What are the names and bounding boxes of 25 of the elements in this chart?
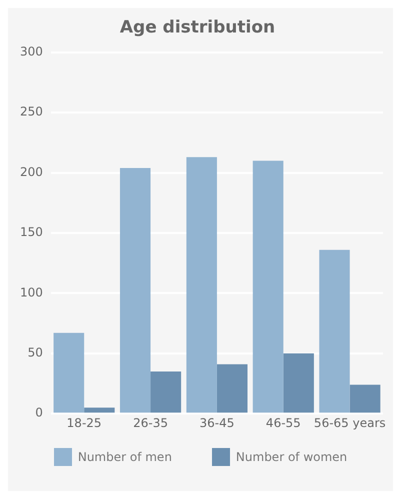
y-tick-label: 100 (20, 285, 43, 300)
chart-title: Age distribution (120, 18, 276, 38)
y-tick-label: 250 (20, 104, 43, 119)
bar (186, 157, 217, 413)
bar (84, 408, 115, 413)
bar (283, 353, 314, 413)
bar (216, 364, 248, 413)
y-tick-label: 50 (28, 346, 43, 360)
bar (120, 168, 151, 413)
bar (150, 371, 182, 413)
legend-label: Number of women (236, 450, 348, 464)
legend-label: Number of men (78, 450, 172, 464)
bar (252, 160, 284, 413)
x-tick-label: 26-35 (133, 416, 168, 430)
x-tick-label: 18-25 (66, 416, 102, 430)
y-tick-label: 150 (20, 225, 43, 240)
y-tick-label: 300 (20, 44, 43, 59)
x-tick-label: 56-65 years (314, 416, 386, 430)
x-tick-label: 46-55 (266, 416, 301, 430)
y-tick-label: 0 (35, 406, 43, 420)
y-tick-label: 200 (20, 164, 43, 179)
bar (54, 332, 84, 413)
x-tick-label: 36-45 (200, 416, 234, 430)
bar (319, 250, 350, 413)
bar (350, 384, 380, 413)
